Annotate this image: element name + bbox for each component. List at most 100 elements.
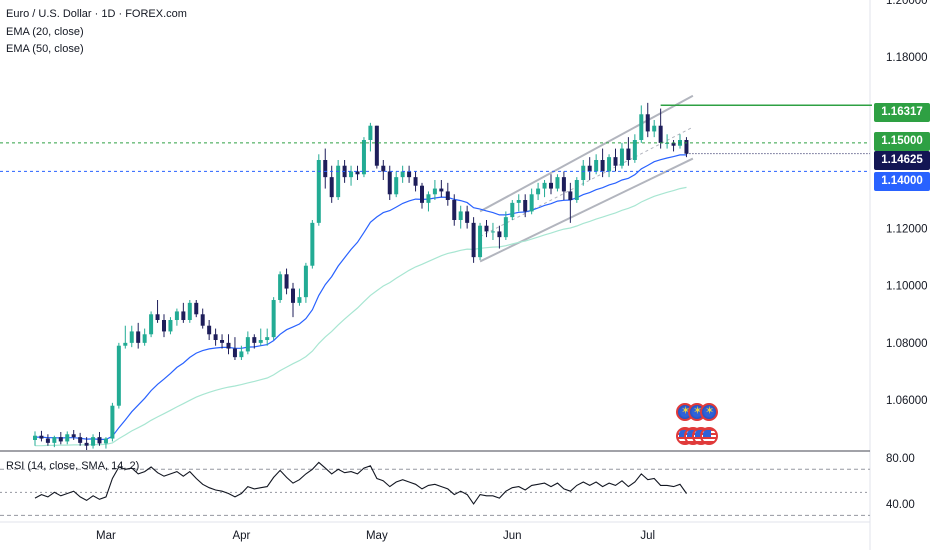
candle-body [600,160,605,172]
candle-body [361,140,366,175]
candle-body [291,288,295,303]
candle-body [652,125,657,132]
candle-body [58,437,63,442]
candle-body [265,337,270,340]
candle-body [316,160,321,223]
candle-body [65,434,70,442]
candle-body [142,334,147,343]
candle-body [619,148,624,166]
rsi-tick-label: 80.00 [886,453,915,465]
candle-body [349,171,354,178]
ema50-line [35,186,687,447]
candle-body [226,342,231,349]
candle-body [516,200,521,203]
candle-body [252,337,257,343]
candle-body [174,311,179,320]
candle-body [187,302,192,320]
candle-body [658,125,663,143]
candle-body [45,438,50,443]
chart-grid [0,0,871,550]
candle-body [129,331,134,343]
candle-body [503,217,508,238]
candle-body [207,325,212,335]
candle-body [671,142,676,146]
rsi-legend: RSI (14, close, SMA, 14, 2) [6,460,140,472]
candle-body [607,157,612,172]
candle-body [523,200,528,212]
ema20-legend: EMA (20, close) [6,26,84,38]
candle-body [465,211,470,223]
candle-body [213,334,218,340]
candle-body [439,188,444,192]
candle-body [374,125,379,166]
rsi-line [34,461,687,505]
rsi-pane [0,461,870,516]
candle-body [103,438,108,444]
candle-body [355,171,360,175]
horizontal-levels [0,104,872,172]
candlesticks [33,102,689,450]
candle-body [168,320,173,332]
candle-body [91,437,96,446]
candle-body [368,125,373,140]
symbol-legend: Euro / U.S. Dollar · 1D · FOREX.com [6,8,187,20]
candle-body [574,180,579,200]
candle-body [271,300,276,338]
candle-body [78,437,83,443]
candle-body [645,114,650,132]
candle-body [123,342,128,346]
candle-body [581,165,586,180]
candle-body [613,157,618,166]
candle-body [529,194,534,212]
candle-body [432,188,437,195]
candle-body [149,314,154,335]
time-tick-label: Jul [640,530,655,542]
candle-body [336,165,341,198]
candle-body [484,225,489,232]
rsi-tick-label: 40.00 [886,499,915,511]
price-tick-label: 1.20000 [886,0,928,7]
level-low-price-tag: 1.14000 [874,172,930,191]
candle-body [639,114,644,140]
time-tick-label: Mar [96,530,116,542]
us-flag-icon[interactable] [700,427,718,445]
candle-body [387,171,392,195]
channel-lower-line [479,157,694,263]
time-axis: Mar Apr May Jun Jul [96,530,655,542]
candle-body [452,200,457,220]
candle-body [33,435,37,440]
candle-body [426,194,431,203]
level-high-price-tag: 1.15000 [874,132,930,151]
candle-body [232,348,237,358]
candle-body [52,437,57,443]
candle-body [194,302,199,315]
candle-body [536,188,541,195]
candle-body [278,274,283,300]
resistance-price-tag: 1.16317 [874,103,930,122]
candle-body [303,265,308,298]
price-tick-label: 1.18000 [886,52,928,64]
ema20-line [35,154,687,440]
price-tick-label: 1.08000 [886,338,928,350]
candle-body [497,231,502,238]
eu-flag-icon[interactable] [700,403,718,421]
price-tick-label: 1.10000 [886,281,928,293]
candle-body [510,202,515,218]
candle-body [310,222,315,266]
candle-body [181,311,186,320]
candle-body [84,442,89,446]
candle-body [323,160,328,178]
price-channel [479,94,694,263]
candle-body [594,160,599,172]
candle-body [445,191,450,200]
time-tick-label: Apr [232,530,250,542]
candle-body [97,437,102,444]
candle-body [71,434,76,438]
candle-body [110,405,115,439]
candle-body [116,345,121,406]
candle-body [542,182,547,189]
candle-body [413,177,418,186]
candle-body [162,320,166,332]
candle-body [568,191,573,200]
